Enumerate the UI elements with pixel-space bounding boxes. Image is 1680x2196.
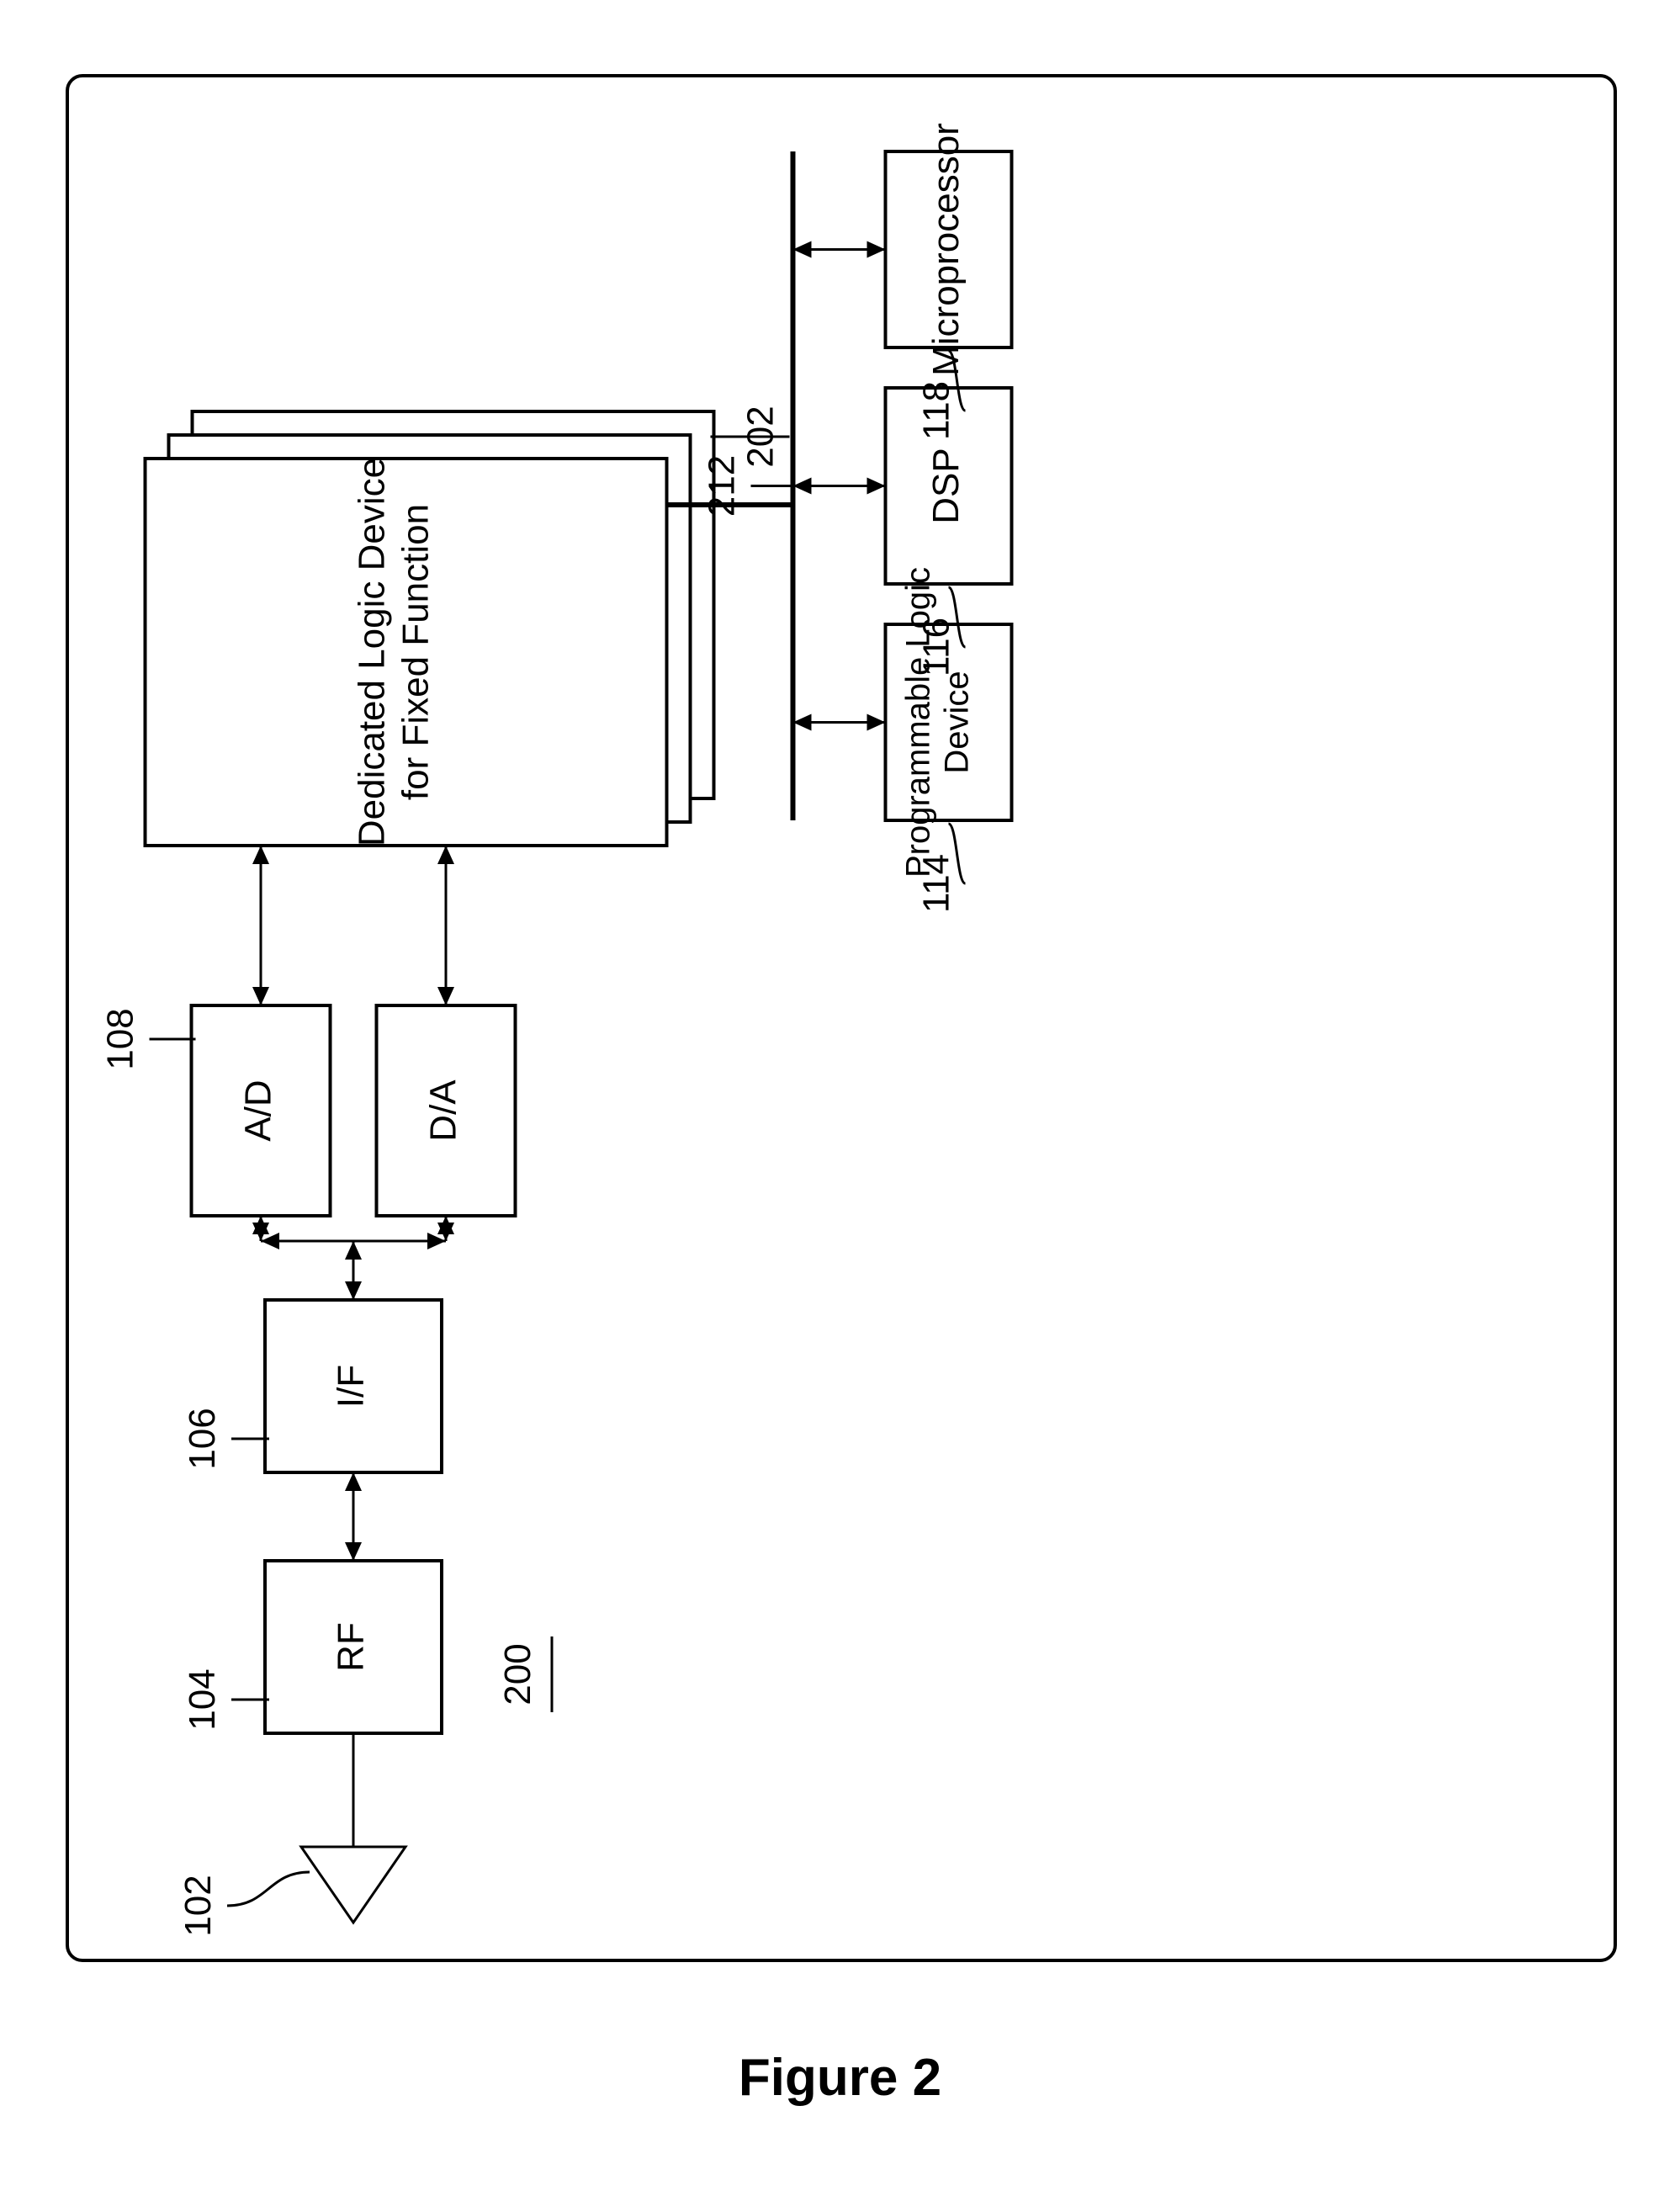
ref-118: 118 — [916, 381, 957, 440]
rf-label: RF — [331, 1622, 372, 1672]
ref-212: 212 — [702, 455, 743, 517]
ad-label: A/D — [238, 1079, 279, 1141]
figure-label: Figure 2 — [739, 2049, 941, 2107]
ref-104: 104 — [182, 1668, 223, 1730]
if-label: I/F — [331, 1365, 372, 1408]
ref-106: 106 — [182, 1408, 223, 1469]
antenna-icon — [301, 1847, 405, 1923]
mp-label: Microprocessor — [925, 123, 967, 376]
ref-116: 116 — [916, 618, 957, 676]
ref-114: 114 — [916, 854, 957, 913]
dsp-label: DSP — [925, 448, 967, 523]
system-ref: 200 — [497, 1643, 538, 1705]
da-label: D/A — [423, 1079, 464, 1142]
ref-108: 108 — [100, 1008, 141, 1069]
ref-102: 102 — [178, 1875, 219, 1936]
